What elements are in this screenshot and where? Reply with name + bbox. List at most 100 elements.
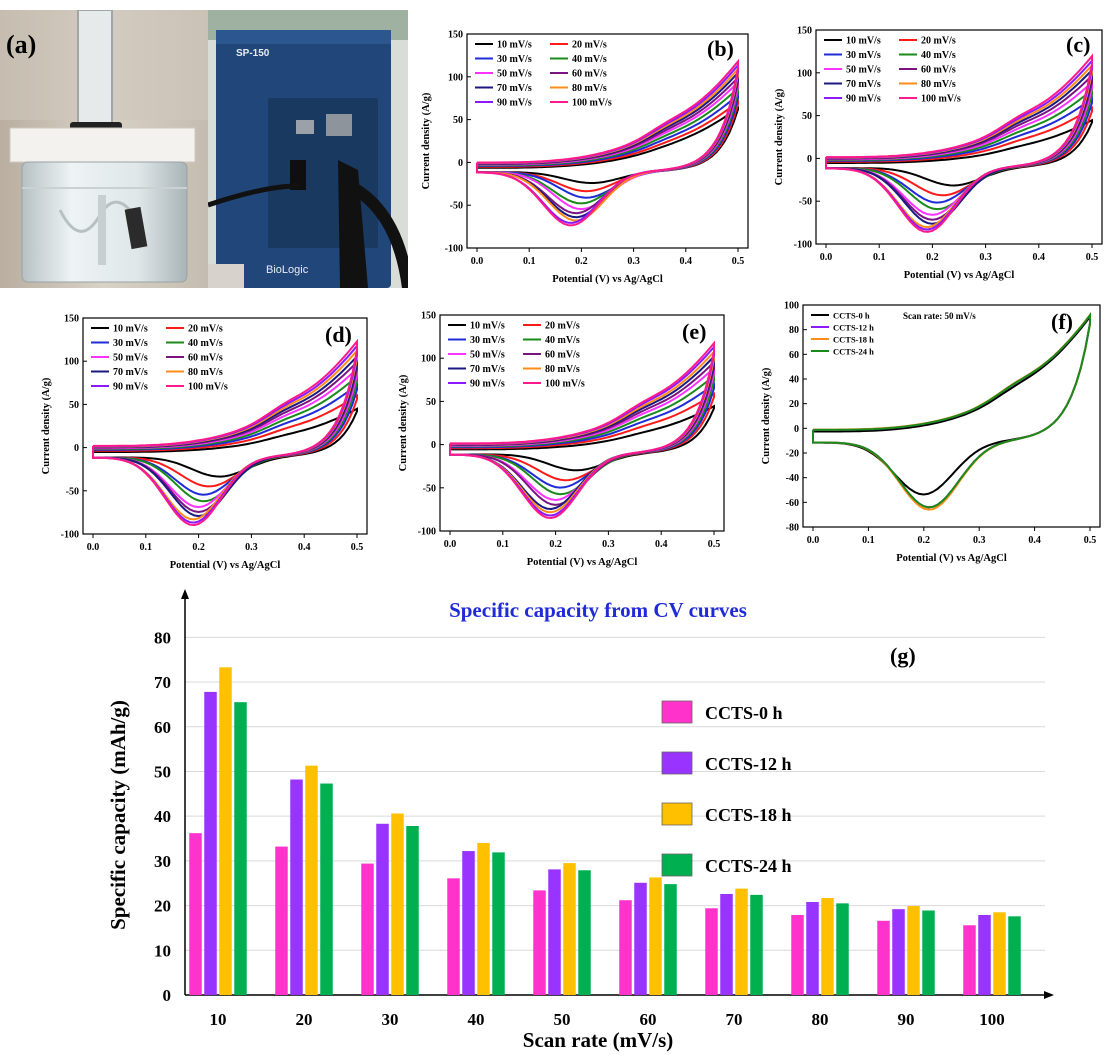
cv-curve [476, 58, 739, 227]
bar [391, 813, 404, 995]
y-tick-label: 0 [458, 158, 463, 169]
y-tick-label: -50 [66, 486, 79, 497]
x-tick-label: 0.1 [140, 542, 153, 553]
x-tick-label: 0.5 [708, 539, 721, 550]
plot-frame [815, 29, 1103, 245]
x-tick-label: 80 [812, 1010, 829, 1029]
y-tick-label: 0 [794, 424, 799, 435]
bar-chart-panel: Specific capacity from CV curves 0 10 20 30 4… [0, 585, 1110, 1055]
cv-curve [476, 70, 739, 219]
legend-label: CCTS-18 h [833, 335, 874, 345]
cv-curve [449, 391, 715, 482]
x-tick-label: 10 [210, 1010, 227, 1029]
bar [204, 691, 217, 995]
legend-label: 70 mV/s [497, 83, 532, 94]
panel-label: (d) [325, 322, 352, 347]
bar [492, 852, 505, 995]
y-tick-label: 0 [74, 443, 79, 454]
x-tick-label: 0.4 [298, 542, 311, 553]
y-tick-label: 0 [431, 440, 436, 451]
bar [836, 903, 849, 995]
legend-label: 10 mV/s [846, 36, 881, 47]
x-tick-label: 0.1 [497, 539, 510, 550]
bar [664, 884, 677, 995]
bar [563, 863, 576, 995]
legend-label: CCTS-12 h [705, 754, 792, 774]
bar [305, 765, 318, 995]
legend-label: 60 mV/s [572, 69, 607, 80]
chart-title: Specific capacity from CV curves [449, 598, 747, 622]
cv-panel-b: -100 -50 0 50 100 150 0.0 0.1 0.2 0.3 0.4 0.5 Potent… [415, 22, 760, 297]
x-tick-label: 20 [296, 1010, 313, 1029]
cv-chart: -100 -50 0 50 100 150 0.0 0.1 0.2 0.3 0.4 0.5 Potent… [421, 30, 749, 285]
bar [1008, 916, 1021, 995]
legend-label: 30 mV/s [497, 54, 532, 65]
x-tick-label: 0.1 [523, 256, 536, 267]
y-tick-label: 0 [807, 154, 812, 165]
y-tick-label: 150 [448, 30, 463, 41]
plot-frame [439, 314, 725, 532]
x-tick-label: 0.2 [918, 535, 931, 546]
legend-swatch [661, 700, 693, 724]
cv-curve [92, 382, 358, 496]
y-tick-label: 10 [154, 941, 171, 960]
legend-swatch [661, 853, 693, 877]
y-tick-label: 40 [154, 807, 171, 826]
cv-panel-c: -100 -50 0 50 100 150 0.0 0.1 0.2 0.3 0.4 0.5 Potent… [768, 18, 1110, 293]
bar [634, 882, 647, 995]
y-tick-label: -100 [61, 530, 79, 541]
bar [406, 826, 419, 995]
cv-curve [449, 382, 715, 489]
legend-label: 60 mV/s [545, 350, 580, 361]
legend-label: 10 mV/s [497, 40, 532, 51]
bar [376, 823, 389, 995]
bar [705, 908, 718, 995]
x-tick-label: 50 [554, 1010, 571, 1029]
x-tick-label: 90 [898, 1010, 915, 1029]
bar [219, 667, 232, 995]
legend-label: 80 mV/s [188, 367, 223, 378]
cv-curve [92, 407, 358, 478]
bar [290, 779, 303, 995]
bar [821, 897, 834, 995]
legend-swatch [661, 751, 693, 775]
cv-chart: -100 -50 0 50 100 150 0.0 0.1 0.2 0.3 0.4 0.5 Potent… [398, 311, 725, 568]
x-tick-label: 0.2 [549, 539, 562, 550]
bar [963, 925, 976, 995]
y-tick-label: 50 [453, 115, 463, 126]
bar [806, 902, 819, 995]
y-tick-label: 150 [64, 314, 79, 325]
legend-label: 20 mV/s [921, 36, 956, 47]
y-tick-label: 30 [154, 852, 171, 871]
y-tick-label: -100 [418, 527, 436, 538]
x-tick-label: 0.1 [873, 252, 886, 263]
legend-label: 40 mV/s [188, 338, 223, 349]
x-axis-label: Scan rate (mV/s) [523, 1028, 673, 1052]
x-tick-label: 70 [726, 1010, 743, 1029]
legend-label: CCTS-12 h [833, 323, 874, 333]
cv-chart: -80 -60 -40 -20 0 20 40 60 80 100 0.0 0.1 0.2 0.3 0.4 0… [761, 301, 1101, 564]
panel-label: (e) [682, 319, 706, 344]
y-tick-label: -50 [423, 483, 436, 494]
x-tick-label: 0.1 [862, 535, 875, 546]
y-axis-arrow [181, 589, 189, 599]
bar [578, 870, 591, 995]
device-model-label: SP-150 [236, 48, 270, 59]
x-tick-label: 0.0 [444, 539, 457, 550]
y-tick-label: 50 [154, 762, 171, 781]
legend-label: 90 mV/s [846, 94, 881, 105]
y-tick-label: 100 [421, 354, 436, 365]
y-tick-label: 100 [784, 301, 799, 312]
cell-photo: (a) [0, 9, 208, 288]
x-axis-label: Potential (V) vs Ag/AgCl [527, 557, 638, 568]
x-axis-label: Potential (V) vs Ag/AgCl [896, 553, 1007, 564]
x-tick-label: 60 [640, 1010, 657, 1029]
y-tick-label: 20 [154, 897, 171, 916]
x-tick-label: 0.4 [1033, 252, 1046, 263]
y-axis-label: Current density (A/g) [761, 367, 772, 464]
bar [877, 920, 890, 995]
legend-label: 60 mV/s [921, 65, 956, 76]
cv-curve [825, 53, 1093, 233]
legend-label: CCTS-0 h [705, 703, 783, 723]
scan-rate-annotation: Scan rate: 50 mV/s [903, 311, 976, 321]
